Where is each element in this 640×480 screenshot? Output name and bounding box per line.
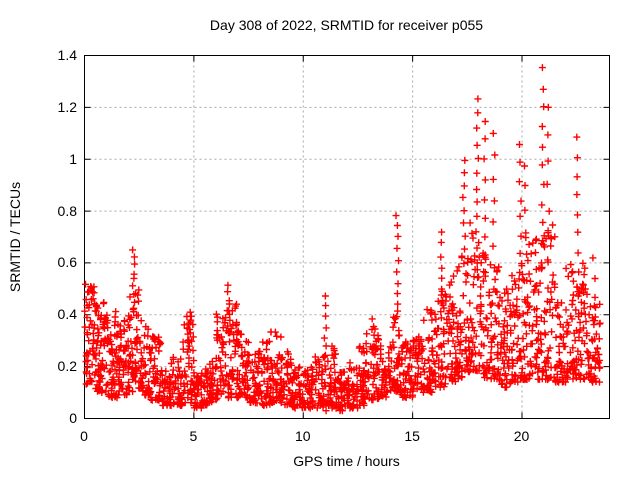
grid-lines: [84, 55, 610, 419]
x-tick-label: 20: [513, 428, 530, 444]
chart-title: Day 308 of 2022, SRMTID for receiver p05…: [209, 17, 484, 33]
y-tick-label: 0.2: [57, 358, 77, 375]
y-tick-label: 0: [69, 410, 77, 426]
x-tick-label: 10: [294, 428, 311, 444]
y-tick-label: 0.8: [57, 202, 77, 219]
y-tick-label: 0.6: [57, 254, 77, 271]
plot-area: [81, 55, 610, 419]
y-tick-label: 1: [69, 150, 77, 167]
x-axis-label: GPS time / hours: [293, 453, 400, 469]
plot-border: [84, 55, 610, 419]
scatter-points: [81, 64, 604, 415]
y-axis-label: SRMTID / TECUs: [7, 181, 23, 293]
y-tick-label: 0.4: [57, 306, 77, 323]
x-tick-label: 5: [189, 428, 198, 444]
x-tick-label: 0: [80, 428, 88, 444]
y-tick-label: 1.2: [57, 98, 77, 115]
x-tick-label: 15: [404, 428, 420, 444]
y-tick-label: 1.4: [57, 47, 77, 63]
